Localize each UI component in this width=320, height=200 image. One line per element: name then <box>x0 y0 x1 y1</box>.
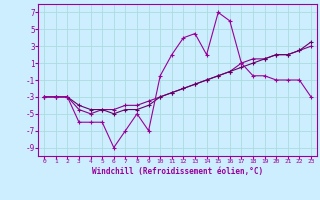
X-axis label: Windchill (Refroidissement éolien,°C): Windchill (Refroidissement éolien,°C) <box>92 167 263 176</box>
